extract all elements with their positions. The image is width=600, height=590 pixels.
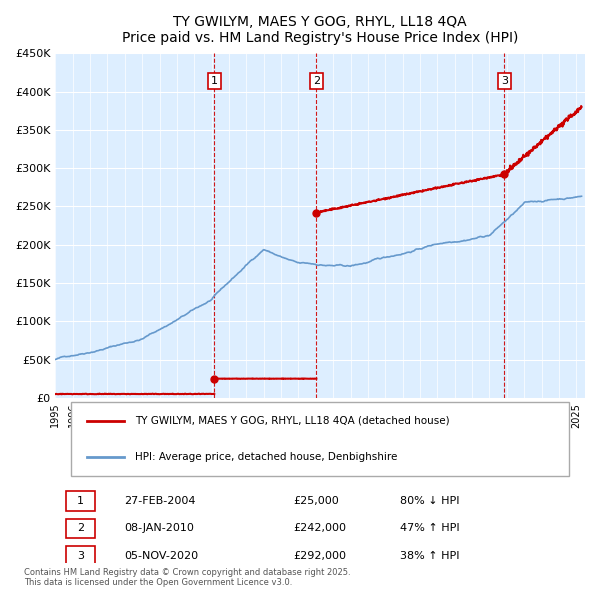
- Text: 1: 1: [211, 76, 218, 86]
- Text: 3: 3: [77, 550, 84, 560]
- Text: TY GWILYM, MAES Y GOG, RHYL, LL18 4QA (detached house): TY GWILYM, MAES Y GOG, RHYL, LL18 4QA (d…: [135, 416, 449, 426]
- Text: 47% ↑ HPI: 47% ↑ HPI: [400, 523, 459, 533]
- Text: HPI: Average price, detached house, Denbighshire: HPI: Average price, detached house, Denb…: [135, 453, 397, 463]
- Text: £242,000: £242,000: [293, 523, 347, 533]
- Text: 1: 1: [77, 496, 84, 506]
- Text: 2: 2: [313, 76, 320, 86]
- FancyBboxPatch shape: [66, 491, 95, 511]
- FancyBboxPatch shape: [71, 402, 569, 476]
- Text: 2: 2: [77, 523, 84, 533]
- Text: Contains HM Land Registry data © Crown copyright and database right 2025.
This d: Contains HM Land Registry data © Crown c…: [24, 568, 350, 587]
- FancyBboxPatch shape: [66, 519, 95, 539]
- Text: 05-NOV-2020: 05-NOV-2020: [124, 550, 199, 560]
- Text: 27-FEB-2004: 27-FEB-2004: [124, 496, 196, 506]
- Text: 3: 3: [501, 76, 508, 86]
- Text: £25,000: £25,000: [293, 496, 340, 506]
- Text: 08-JAN-2010: 08-JAN-2010: [124, 523, 194, 533]
- Title: TY GWILYM, MAES Y GOG, RHYL, LL18 4QA
Price paid vs. HM Land Registry's House Pr: TY GWILYM, MAES Y GOG, RHYL, LL18 4QA Pr…: [122, 15, 518, 45]
- FancyBboxPatch shape: [66, 546, 95, 566]
- Text: 80% ↓ HPI: 80% ↓ HPI: [400, 496, 459, 506]
- Text: £292,000: £292,000: [293, 550, 347, 560]
- Text: 38% ↑ HPI: 38% ↑ HPI: [400, 550, 459, 560]
